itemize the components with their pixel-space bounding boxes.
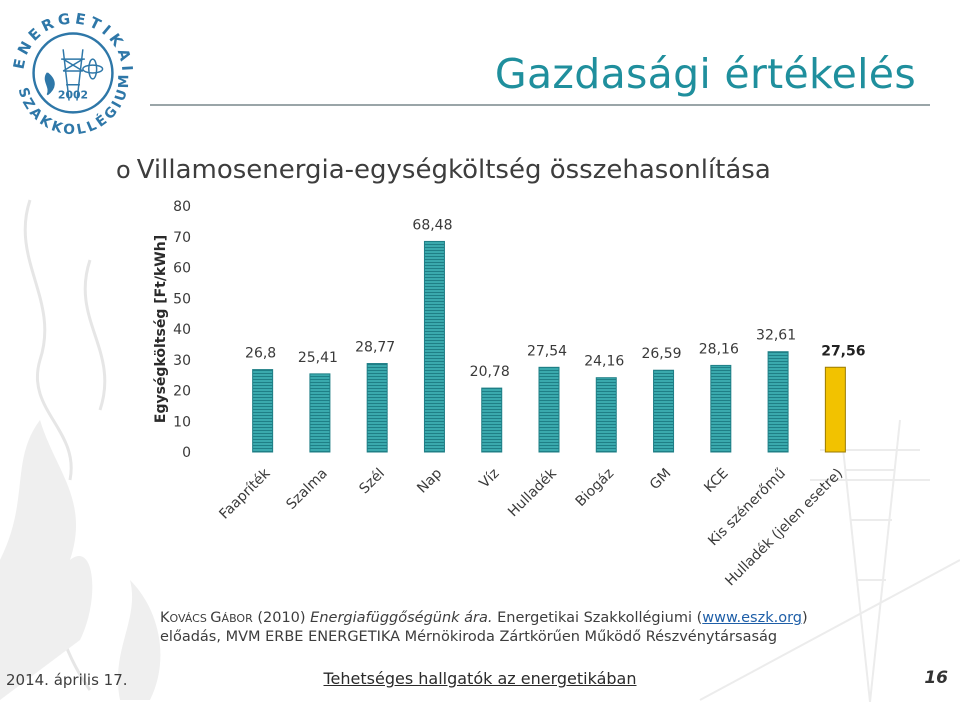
- bar-8: [710, 364, 732, 453]
- cost-bar-chart: Egységköltség [Ft/kWh] 0 10 20 30 40 50 60 70 80…: [153, 199, 866, 590]
- logo-year: 2002: [58, 89, 88, 102]
- page-number: 16: [924, 668, 948, 688]
- svg-text:SZAKKOLLÉGIUM: SZAKKOLLÉGIUM: [15, 71, 133, 138]
- y-tick-label: 80: [173, 199, 191, 215]
- x-category-label: Nap: [414, 465, 445, 496]
- bar-4: [481, 387, 503, 453]
- y-axis-title: Egységköltség [Ft/kWh]: [153, 235, 169, 423]
- y-tick-label: 70: [173, 230, 191, 246]
- bullet-marker: o: [116, 156, 131, 184]
- x-category-label: GM: [647, 466, 675, 494]
- x-category-label: Hulladék: [505, 465, 560, 520]
- citation-link[interactable]: www.eszk.org: [702, 610, 803, 626]
- bar-5: [538, 366, 560, 453]
- x-category-label: Szél: [356, 466, 388, 498]
- bar-value-label: 26,8: [245, 346, 276, 362]
- bar-value-label: 28,16: [699, 341, 739, 357]
- y-tick-label: 50: [173, 291, 191, 307]
- footer-date: 2014. április 17.: [6, 671, 128, 689]
- x-category-label: Biogáz: [573, 466, 617, 510]
- bar-1: [309, 373, 331, 453]
- bar-6: [595, 377, 617, 453]
- x-category-label: Hulladék (jelen esetre): [722, 466, 846, 590]
- bar-value-label: 28,77: [355, 340, 395, 356]
- x-category-label: KCE: [701, 466, 731, 496]
- bar-value-label: 32,61: [756, 328, 796, 344]
- bar-value-label: 27,56: [821, 343, 865, 359]
- bar-value-label: 27,54: [527, 343, 567, 359]
- bar-9: [767, 351, 789, 453]
- slide-title: Gazdasági értékelés: [494, 50, 916, 98]
- bar-value-label: 24,16: [584, 354, 624, 370]
- source-citation: KOVÁCS GÁBOR (2010) Energiafüggőségünk á…: [160, 610, 808, 645]
- x-category-label: Szalma: [283, 466, 330, 513]
- bar-7: [653, 369, 675, 453]
- y-tick-label: 40: [173, 322, 191, 338]
- y-tick-label: 60: [173, 261, 191, 277]
- title-divider: [150, 104, 930, 106]
- college-logo: ENERGETIKAI SZAKKOLLÉGIUM 2002: [11, 10, 133, 138]
- y-tick-label: 30: [173, 353, 191, 369]
- bar-2: [366, 363, 388, 453]
- y-tick-label: 20: [173, 384, 191, 400]
- y-tick-label: 0: [182, 445, 191, 461]
- bar-value-label: 68,48: [412, 217, 452, 233]
- bar-value-label: 26,59: [641, 346, 681, 362]
- bar-10: [824, 366, 846, 453]
- bullet-text: Villamosenergia-egységköltség összehason…: [136, 155, 771, 185]
- x-category-label: Faapríték: [216, 465, 274, 523]
- bar-value-label: 20,78: [470, 364, 510, 380]
- y-tick-label: 10: [173, 414, 191, 430]
- bullet-item: o Villamosenergia-egységköltség összehaso…: [116, 155, 771, 185]
- footer-tagline: Tehetséges hallgatók az energetikában: [323, 669, 637, 688]
- bar-3: [423, 240, 445, 453]
- bar-0: [252, 369, 274, 453]
- bar-value-label: 25,41: [298, 350, 338, 366]
- x-category-label: Víz: [477, 466, 503, 492]
